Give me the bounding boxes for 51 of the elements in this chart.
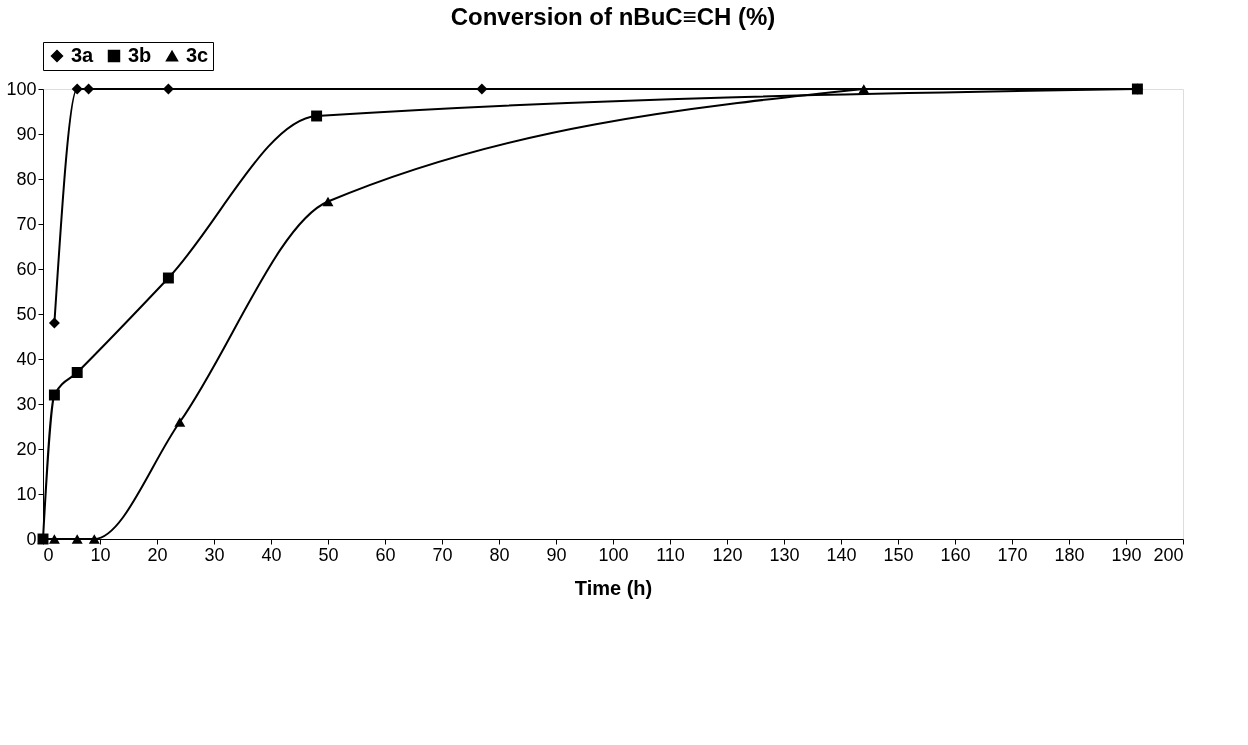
point — [162, 272, 174, 284]
x-axis-title: Time (h) — [574, 576, 653, 599]
chart-title: Conversion of nBuC≡CH (%) — [450, 2, 776, 30]
point — [48, 317, 60, 329]
y-tick-label: 10 — [16, 483, 37, 504]
x-tick-label: 160 — [940, 544, 971, 565]
y-tick-label: 80 — [16, 168, 37, 189]
point — [48, 389, 60, 401]
point — [476, 83, 488, 95]
x-tick-label: 80 — [489, 544, 510, 565]
x-tick-label: 170 — [997, 544, 1028, 565]
x-tick-label: 110 — [656, 544, 685, 565]
y-tick-label: 20 — [16, 438, 37, 459]
x-tick-label: 180 — [1054, 544, 1085, 565]
point — [1131, 83, 1143, 95]
point — [311, 110, 323, 122]
point — [48, 534, 60, 544]
point — [858, 84, 870, 94]
x-tick-label: 50 — [318, 544, 339, 565]
x-tick-label: 100 — [598, 544, 629, 565]
x-tick-label: 10 — [90, 544, 111, 565]
y-tick-label: 90 — [16, 123, 37, 144]
x-tick-label: 40 — [261, 544, 282, 565]
x-tick-label: 90 — [546, 544, 567, 565]
y-tick-label: 60 — [16, 258, 37, 279]
x-tick-label: 0 — [43, 544, 54, 565]
legend-label: 3c — [186, 44, 209, 66]
point — [71, 367, 83, 378]
legend-label: 3b — [128, 44, 152, 66]
x-tick-label: 30 — [204, 544, 225, 565]
point — [71, 83, 83, 95]
x-tick-label: 70 — [432, 544, 453, 565]
y-tick-label: 70 — [16, 213, 37, 234]
y-tick-label: 40 — [16, 348, 37, 369]
x-tick-label: 120 — [712, 544, 743, 565]
y-tick-label: 0 — [26, 528, 37, 549]
point — [71, 534, 83, 544]
x-tick-label: 60 — [375, 544, 396, 565]
x-tick-label: 130 — [769, 544, 800, 565]
x-tick-label: 190 — [1111, 544, 1142, 565]
x-tick-label: 200 — [1153, 544, 1184, 565]
point — [322, 196, 334, 207]
legend-label: 3a — [71, 44, 95, 66]
y-tick-label: 100 — [6, 78, 37, 99]
x-tick-label: 150 — [883, 544, 914, 565]
point — [88, 534, 100, 544]
x-tick-label: 140 — [826, 544, 857, 565]
y-tick-label: 50 — [16, 303, 37, 324]
x-tick-label: 20 — [147, 544, 168, 565]
y-tick-label: 30 — [16, 393, 37, 414]
point — [174, 417, 186, 427]
